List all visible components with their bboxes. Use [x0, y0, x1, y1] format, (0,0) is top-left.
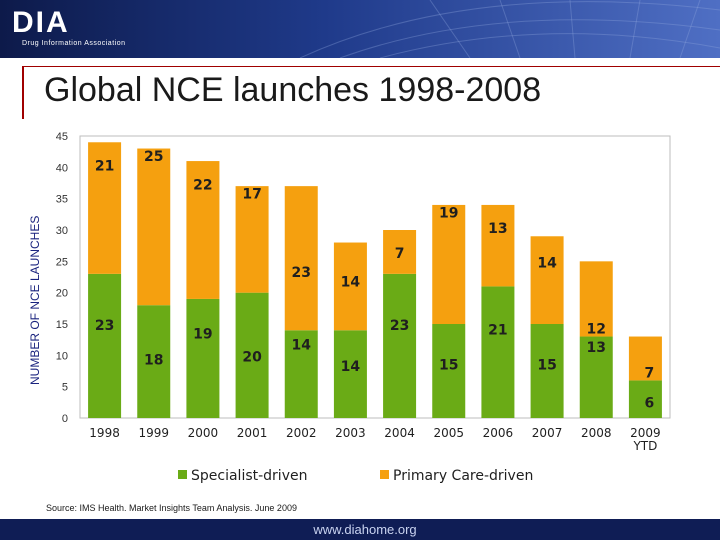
x-tick-label: 1999: [138, 426, 169, 440]
bar-specialist: [383, 273, 417, 418]
bar-specialist: [579, 336, 613, 418]
data-label-specialist: 23: [95, 318, 114, 334]
x-tick-label: 1998: [89, 426, 120, 440]
data-label-specialist: 20: [242, 350, 262, 366]
x-tick-label: 2005: [433, 426, 464, 440]
legend-primary-swatch: [380, 470, 389, 479]
bar-primary-care: [432, 204, 466, 324]
bar-primary-care: [333, 242, 367, 331]
data-label-specialist: 13: [587, 340, 606, 356]
bar-specialist: [530, 324, 564, 418]
bar-specialist: [88, 273, 122, 418]
banner-globe-graphic: [299, 0, 720, 58]
y-tick-label: 20: [56, 288, 68, 300]
footer-bar: www.diahome.org: [0, 519, 720, 540]
y-tick-label: 30: [56, 225, 68, 237]
bar-primary-care: [383, 230, 417, 274]
bar-primary-care: [481, 204, 515, 287]
bar-specialist: [432, 324, 466, 418]
y-tick-label: 25: [56, 256, 68, 268]
bar-primary-care: [88, 142, 122, 274]
data-label-specialist: 15: [537, 357, 556, 373]
data-label-specialist: 14: [341, 359, 361, 375]
data-label-primary-care: 22: [193, 177, 212, 193]
bar-primary-care: [579, 261, 613, 337]
bar-primary-care: [530, 236, 564, 324]
bar-specialist: [333, 330, 367, 418]
legend-specialist-label: Specialist-driven: [191, 468, 308, 484]
data-label-specialist: 21: [488, 322, 507, 338]
y-tick-label: 10: [56, 350, 68, 362]
data-label-specialist: 18: [144, 353, 163, 369]
x-tick-label: 2001: [237, 426, 268, 440]
x-tick-label: YTD: [632, 439, 657, 453]
x-tick-label: 2003: [335, 426, 366, 440]
data-label-primary-care: 13: [488, 221, 507, 237]
x-tick-label: 2009: [630, 426, 661, 440]
bar-specialist: [235, 292, 269, 418]
x-tick-label: 2006: [483, 426, 514, 440]
data-label-primary-care: 14: [537, 256, 557, 272]
bar-primary-care: [137, 148, 171, 306]
y-tick-label: 15: [56, 319, 68, 331]
data-label-primary-care: 14: [341, 274, 361, 290]
y-tick-label: 40: [56, 162, 68, 174]
slide-title: Global NCE launches 1998-2008: [44, 71, 542, 109]
y-tick-label: 45: [56, 131, 68, 143]
y-tick-label: 5: [62, 382, 68, 394]
data-label-primary-care: 25: [144, 149, 163, 165]
stacked-bar-chart: 0 5 10 15 20 25 30 35 40 45 23 21 1998 18 25 1999 19 22 20…: [56, 131, 671, 453]
data-label-specialist: 15: [439, 357, 458, 373]
dia-logo: DIA: [12, 6, 70, 39]
data-label-primary-care: 12: [587, 321, 606, 337]
data-label-primary-care: 21: [95, 158, 114, 174]
bar-specialist: [137, 305, 171, 418]
plot-area: [79, 135, 671, 419]
legend-primary-label: Primary Care-driven: [393, 468, 534, 484]
data-label-specialist: 23: [390, 318, 409, 334]
y-tick-label: 0: [62, 413, 68, 425]
dia-logo-subtitle: Drug Information Association: [22, 40, 126, 47]
bar-specialist: [284, 330, 318, 418]
data-label-specialist: 14: [292, 338, 312, 354]
data-label-specialist: 6: [645, 396, 655, 412]
bar-primary-care: [186, 161, 220, 299]
data-label-primary-care: 7: [645, 365, 655, 381]
y-tick-label: 35: [56, 194, 68, 206]
x-tick-label: 2008: [581, 426, 612, 440]
x-tick-label: 2002: [286, 426, 317, 440]
title-frame: [22, 66, 720, 119]
data-label-primary-care: 19: [439, 205, 458, 221]
data-label-specialist: 19: [193, 327, 212, 343]
footer-url-link[interactable]: www.diahome.org: [313, 522, 417, 537]
legend-specialist: Specialist-driven: [178, 468, 307, 484]
bar-primary-care: [235, 186, 269, 293]
legend-specialist-swatch: [178, 470, 187, 479]
x-tick-label: 2000: [188, 426, 219, 440]
data-label-primary-care: 7: [395, 246, 405, 262]
x-tick-label: 2004: [384, 426, 415, 440]
data-label-primary-care: 23: [292, 265, 311, 281]
bar-specialist: [186, 298, 220, 418]
bar-primary-care: [284, 186, 318, 331]
header-banner: DIA Drug Information Association: [0, 0, 720, 58]
x-tick-label: 2007: [532, 426, 563, 440]
bar-specialist: [628, 380, 662, 418]
data-label-primary-care: 17: [242, 187, 261, 203]
legend-primary: Primary Care-driven: [380, 468, 533, 484]
bar-specialist: [481, 286, 515, 418]
bar-primary-care: [628, 336, 662, 381]
source-note: Source: IMS Health. Market Insights Team…: [46, 503, 297, 513]
